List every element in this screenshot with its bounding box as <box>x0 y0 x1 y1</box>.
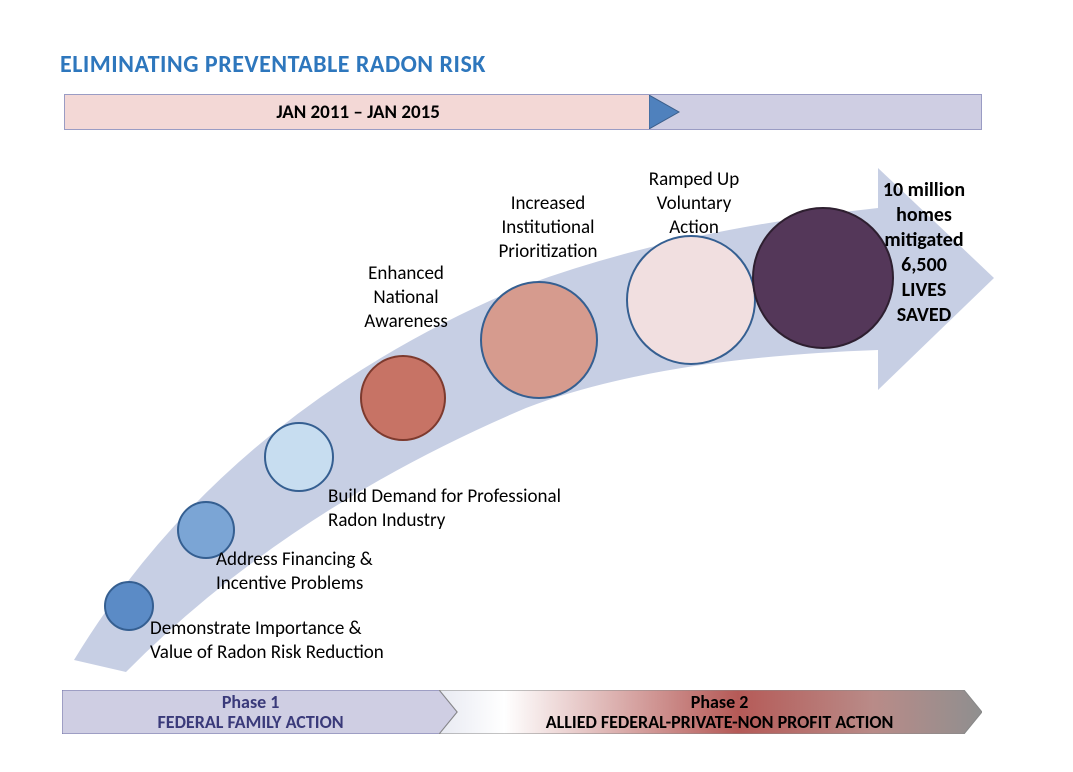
stage-node-2 <box>265 423 333 491</box>
page-title: ELIMINATING PREVENTABLE RADON RISK <box>60 50 486 79</box>
phase2-label: Phase 2ALLIED FEDERAL-PRIVATE-NON PROFIT… <box>457 692 982 732</box>
timeline-bar: JAN 2011 – JAN 2015 <box>64 94 982 130</box>
stage-label-0: Demonstrate Importance &Value of Radon R… <box>150 617 384 665</box>
phase-bar: Phase 1FEDERAL FAMILY ACTION Phase 2ALLI… <box>62 690 982 734</box>
stage-node-0 <box>105 582 153 630</box>
timeline-range-label: JAN 2011 – JAN 2015 <box>276 101 440 124</box>
timeline-future-segment <box>651 95 981 129</box>
diagram-area: Demonstrate Importance &Value of Radon R… <box>56 150 996 680</box>
stage-label-4: IncreasedInstitutionalPrioritization <box>478 192 618 264</box>
stage-label-2: Build Demand for ProfessionalRadon Indus… <box>328 485 561 533</box>
stage-node-3 <box>361 356 445 440</box>
timeline-range-segment: JAN 2011 – JAN 2015 <box>65 95 651 129</box>
stage-label-3: EnhancedNationalAwareness <box>336 262 476 334</box>
phase1-label: Phase 1FEDERAL FAMILY ACTION <box>62 692 439 732</box>
stage-label-5: Ramped UpVoluntaryAction <box>624 168 764 240</box>
goal-text: 10 millionhomesmitigated6,500LIVESSAVED <box>854 178 994 328</box>
timeline-marker-icon <box>649 95 685 129</box>
stage-node-4 <box>481 282 597 398</box>
stage-label-1: Address Financing &Incentive Problems <box>216 548 373 596</box>
stage-node-5 <box>627 236 755 364</box>
